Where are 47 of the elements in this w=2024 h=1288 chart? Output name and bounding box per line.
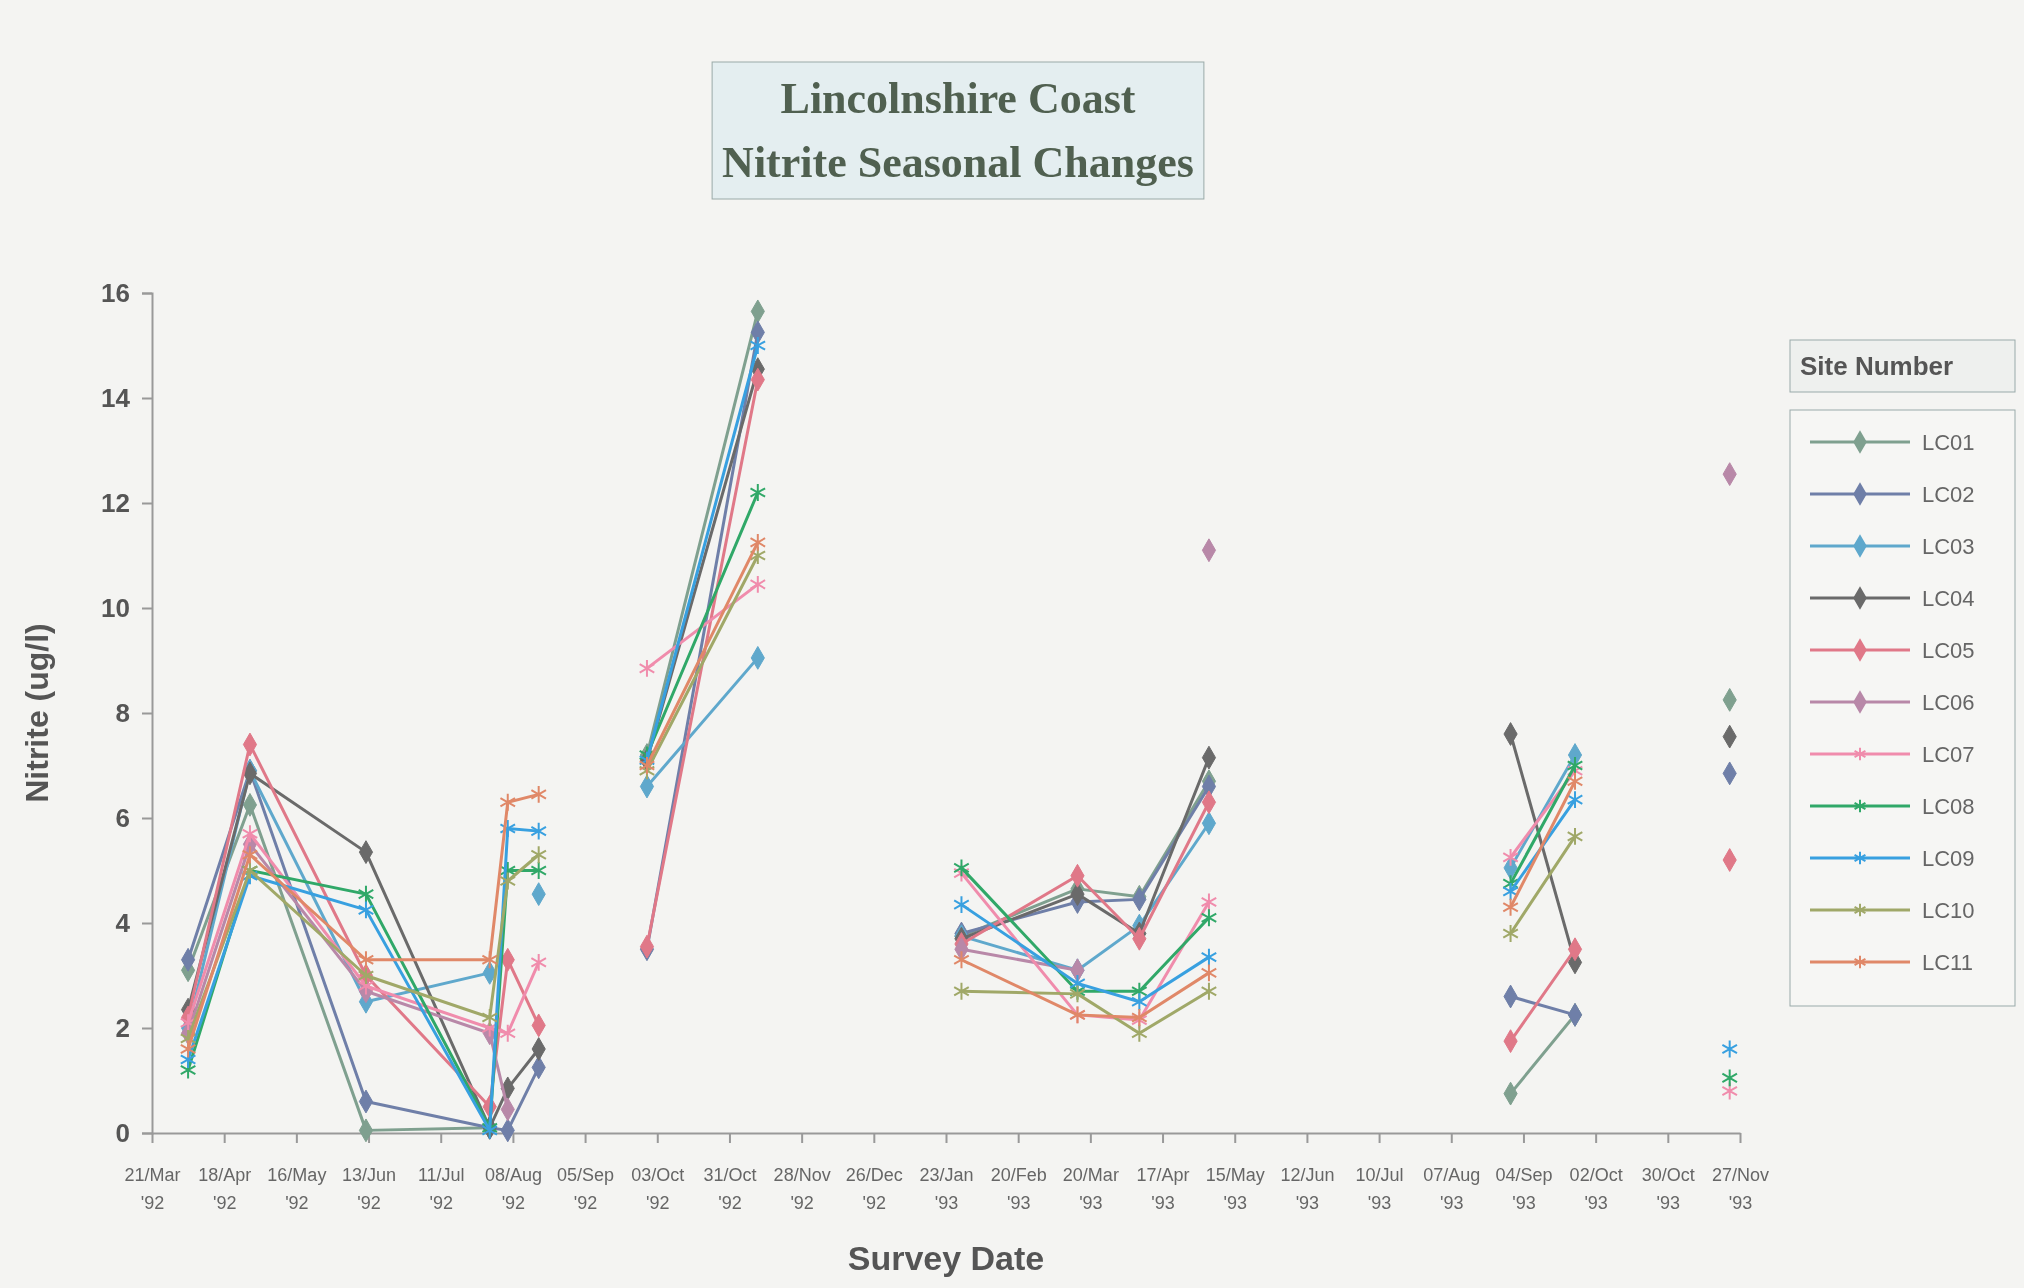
x-tick-label: 15/May '93 bbox=[1205, 1165, 1265, 1213]
x-tick-label: 12/Jun '93 bbox=[1280, 1165, 1335, 1213]
x-tick-label: 28/Nov '92 bbox=[773, 1165, 831, 1213]
y-tick-label: 4 bbox=[115, 907, 131, 938]
legend-label: LC05 bbox=[1922, 638, 1975, 663]
legend-label: LC09 bbox=[1922, 846, 1975, 871]
y-tick-label: 16 bbox=[101, 277, 130, 308]
x-tick-label: 18/Apr '92 bbox=[198, 1165, 252, 1213]
x-tick-label: 23/Jan '93 bbox=[919, 1165, 974, 1213]
legend-label: LC10 bbox=[1922, 898, 1975, 923]
x-tick-label: 02/Oct '93 bbox=[1569, 1165, 1623, 1213]
y-tick-label: 0 bbox=[115, 1117, 130, 1148]
x-tick-label: 07/Aug '93 bbox=[1423, 1165, 1481, 1213]
x-axis-title: Survey Date bbox=[847, 1239, 1045, 1277]
legend-label: LC08 bbox=[1922, 794, 1975, 819]
x-tick-label: 11/Jul '92 bbox=[417, 1165, 465, 1213]
legend-title: Site Number bbox=[1800, 351, 1954, 381]
legend-label: LC07 bbox=[1922, 742, 1975, 767]
y-tick-label: 12 bbox=[101, 487, 130, 518]
y-tick-label: 6 bbox=[115, 802, 130, 833]
legend-label: LC02 bbox=[1922, 482, 1975, 507]
x-tick-label: 16/May '92 bbox=[267, 1165, 327, 1213]
chart-title: Lincolnshire Coast Nitrite Seasonal Changes bbox=[722, 74, 1194, 187]
x-tick-label: 27/Nov '93 bbox=[1711, 1165, 1770, 1213]
x-tick-label: 17/Apr '93 bbox=[1136, 1165, 1190, 1213]
y-tick-label: 2 bbox=[115, 1012, 130, 1043]
x-tick-label: 26/Dec '92 bbox=[845, 1165, 903, 1213]
x-tick-label: 20/Mar '93 bbox=[1062, 1165, 1119, 1213]
legend-label: LC04 bbox=[1922, 586, 1975, 611]
y-tick-label: 14 bbox=[101, 382, 131, 413]
y-tick-label: 8 bbox=[115, 697, 130, 728]
x-tick-label: 08/Aug '92 bbox=[484, 1165, 542, 1213]
x-tick-label: 04/Sep '93 bbox=[1495, 1165, 1553, 1213]
x-tick-label: 31/Oct '92 bbox=[703, 1165, 757, 1213]
y-tick-label: 10 bbox=[101, 592, 130, 623]
legend-label: LC01 bbox=[1922, 430, 1975, 455]
legend-label: LC11 bbox=[1922, 950, 1973, 975]
x-tick-label: 05/Sep '92 bbox=[557, 1165, 615, 1213]
x-tick-label: 30/Oct '93 bbox=[1641, 1165, 1695, 1213]
legend-label: LC03 bbox=[1922, 534, 1975, 559]
x-tick-label: 20/Feb '93 bbox=[990, 1165, 1047, 1213]
x-tick-label: 21/Mar '92 bbox=[124, 1165, 181, 1213]
x-tick-label: 13/Jun '92 bbox=[342, 1165, 397, 1213]
legend-label: LC06 bbox=[1922, 690, 1975, 715]
x-tick-label: 10/Jul '93 bbox=[1355, 1165, 1404, 1213]
x-tick-label: 03/Oct '92 bbox=[631, 1165, 685, 1213]
y-axis-title: Nitrite (ug/l) bbox=[19, 623, 55, 803]
